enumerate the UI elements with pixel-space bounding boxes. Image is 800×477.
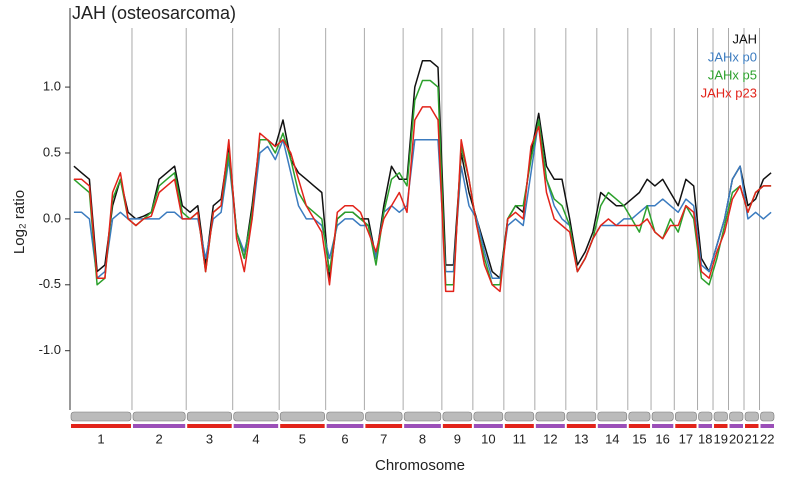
- chromosome-bar: [404, 424, 441, 428]
- ideogram: [651, 411, 674, 422]
- chromosome-bar: [132, 424, 186, 428]
- chromosome-bar: [597, 424, 627, 428]
- legend-label: JAH: [732, 31, 757, 46]
- ideogram: [473, 411, 504, 422]
- y-tick-label: -1.0: [39, 342, 61, 357]
- x-tick-label: 3: [206, 431, 213, 446]
- x-tick-label: 12: [543, 431, 557, 446]
- x-tick-label: 13: [574, 431, 588, 446]
- ideogram: [628, 411, 651, 422]
- ideogram: [279, 411, 325, 422]
- x-tick-label: 4: [252, 431, 259, 446]
- x-tick-label: 18: [698, 431, 712, 446]
- chromosome-bar: [71, 424, 131, 428]
- ideogram: [698, 411, 713, 422]
- x-tick-label: 6: [341, 431, 348, 446]
- y-tick-label: 1.0: [43, 79, 61, 94]
- x-tick-label: 5: [299, 431, 306, 446]
- x-tick-label: 7: [380, 431, 387, 446]
- legend-label: JAHx p23: [701, 85, 757, 100]
- ideogram: [403, 411, 442, 422]
- chromosome-bar: [652, 424, 674, 428]
- ideogram: [233, 411, 279, 422]
- chromosome-bar: [365, 424, 403, 428]
- ideogram: [186, 411, 232, 422]
- x-tick-label: 9: [454, 431, 461, 446]
- chromosome-bar: [675, 424, 697, 428]
- x-tick-label: 1: [97, 431, 104, 446]
- chromosome-bar: [745, 424, 759, 428]
- x-tick-label: 15: [632, 431, 646, 446]
- legend-label: JAHx p5: [708, 67, 757, 82]
- x-tick-label: 17: [679, 431, 693, 446]
- x-tick-label: 19: [714, 431, 728, 446]
- ideogram: [504, 411, 535, 422]
- ideogram: [566, 411, 597, 422]
- x-tick-label: 11: [513, 431, 527, 446]
- x-tick-label: 22: [760, 431, 774, 446]
- chromosome-bar: [760, 424, 774, 428]
- x-tick-label: 14: [605, 431, 619, 446]
- y-tick-label: 0.5: [43, 144, 61, 159]
- ideogram: [326, 411, 364, 422]
- chromosome-bar: [473, 424, 503, 428]
- ideogram: [729, 411, 744, 422]
- chromosome-bar: [233, 424, 279, 428]
- x-axis-label: Chromosome: [375, 457, 465, 474]
- x-tick-label: 2: [155, 431, 162, 446]
- x-tick-label: 21: [745, 431, 759, 446]
- chart-title: JAH (osteosarcoma): [72, 3, 236, 23]
- ideogram: [132, 411, 186, 422]
- ideogram: [70, 411, 132, 422]
- ideogram: [365, 411, 403, 422]
- series-line: [73, 59, 772, 279]
- ideogram: [713, 411, 728, 422]
- x-tick-label: 20: [729, 431, 743, 446]
- ideogram: [442, 411, 473, 422]
- y-tick-label: -0.5: [39, 276, 61, 291]
- legend-label: JAHx p0: [708, 49, 757, 64]
- chromosome-bar: [714, 424, 728, 428]
- ideogram: [760, 411, 775, 422]
- ideogram: [597, 411, 628, 422]
- chromosome-bar: [628, 424, 651, 428]
- ideogram: [674, 411, 697, 422]
- chromosome-bar: [442, 424, 472, 428]
- chromosome-bar: [698, 424, 713, 428]
- chromosome-bar: [280, 424, 325, 428]
- chromosome-bar: [326, 424, 364, 428]
- chromosome-bar: [566, 424, 596, 428]
- chromosome-bar: [504, 424, 534, 428]
- series-line: [73, 106, 772, 293]
- x-tick-label: 16: [655, 431, 669, 446]
- y-tick-label: 0.0: [43, 210, 61, 225]
- y-axis-label: Log₂ ratio: [11, 190, 28, 254]
- chromosome-bar: [187, 424, 232, 428]
- x-tick-label: 10: [481, 431, 495, 446]
- chromosome-bar: [729, 424, 744, 428]
- ideogram: [535, 411, 566, 422]
- x-tick-label: 8: [419, 431, 426, 446]
- chromosome-bar: [535, 424, 565, 428]
- ideogram: [744, 411, 759, 422]
